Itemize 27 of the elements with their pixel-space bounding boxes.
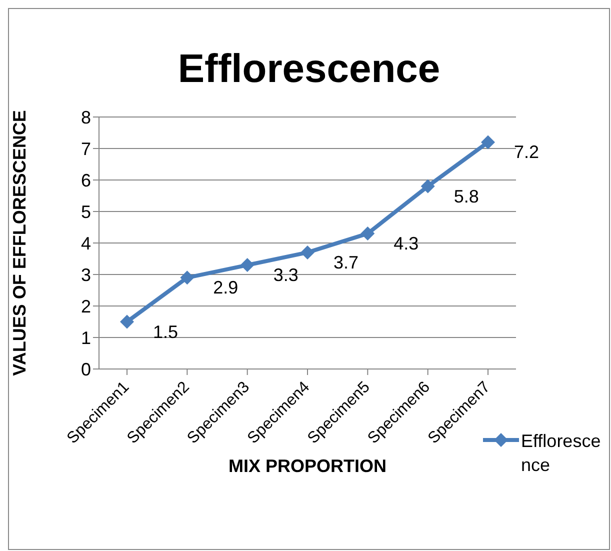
data-label: 3.7	[334, 252, 359, 272]
data-label: 3.3	[273, 265, 298, 286]
chart-title: Efflorescence	[176, 47, 442, 92]
data-label: 1.5	[153, 322, 178, 342]
y-axis-title: VALUES OF EFFLORESCENCE	[9, 110, 30, 376]
point	[120, 314, 134, 329]
x-axis-title: MIX PROPORTION	[228, 456, 387, 476]
point	[481, 135, 495, 150]
y-tick-label: 3	[80, 264, 91, 285]
y-tick-label: 8	[80, 107, 91, 128]
data-label: 2.9	[213, 278, 238, 298]
point	[240, 258, 254, 272]
y-tick-label: 0	[80, 359, 91, 380]
y-tick-label: 1	[80, 328, 91, 348]
y-tick-label: 7	[80, 138, 91, 159]
point	[420, 179, 435, 194]
y-tick-label: 5	[80, 202, 91, 222]
y-tick-label: 2	[80, 296, 91, 316]
y-tick-label: 6	[80, 170, 91, 190]
legend-label: Efflorescence	[521, 430, 601, 477]
point	[300, 245, 314, 260]
y-tick-label: 4	[80, 233, 91, 254]
point	[360, 226, 375, 241]
data-label: 4.3	[394, 234, 419, 254]
data-label: 5.8	[454, 186, 479, 206]
data-label: 7.2	[514, 142, 540, 162]
point	[180, 270, 194, 285]
